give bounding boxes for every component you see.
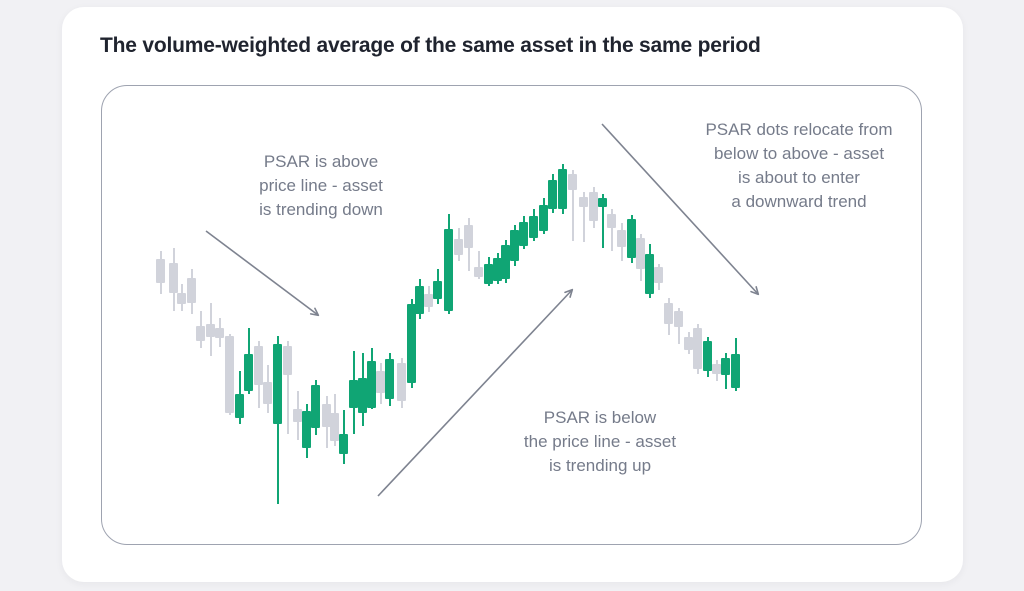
candle-body xyxy=(579,197,588,207)
candle-body xyxy=(302,411,311,448)
candle-wick xyxy=(478,251,480,279)
candle-body xyxy=(415,286,424,314)
candle-body xyxy=(674,311,683,327)
candle-body xyxy=(454,239,463,255)
annotation-line: the price line - asset xyxy=(523,432,677,451)
candle-body xyxy=(407,304,416,383)
candle-body xyxy=(529,216,538,238)
candle-body xyxy=(358,378,367,413)
candle-body xyxy=(548,180,557,209)
annotation-line: below to above - asset xyxy=(713,144,885,163)
candle-wick xyxy=(602,194,604,248)
annotation-line: PSAR is above xyxy=(263,152,379,171)
candle-body xyxy=(206,324,215,337)
page-title: The volume-weighted average of the same … xyxy=(100,34,761,57)
candle-body xyxy=(484,264,493,284)
candle-body xyxy=(349,380,358,408)
trend-arrow xyxy=(601,123,760,296)
candle-body xyxy=(558,169,567,209)
candle-body xyxy=(187,278,196,303)
candle-body xyxy=(539,205,548,231)
candle-body xyxy=(731,354,740,388)
annotation-line: PSAR is below xyxy=(543,408,657,427)
candle-body xyxy=(703,341,712,371)
candle-body xyxy=(225,336,234,413)
candle-body xyxy=(177,293,186,304)
candle-body xyxy=(654,267,663,283)
candle-body xyxy=(589,192,598,221)
candle-body xyxy=(293,409,302,422)
candle-body xyxy=(636,238,645,269)
candle-body xyxy=(263,382,272,404)
infographic-card: The volume-weighted average of the same … xyxy=(62,7,963,582)
chart-panel: PSAR is above price line - asset is trendi… xyxy=(101,85,922,545)
candle-wick xyxy=(572,170,574,241)
candle-body xyxy=(330,413,339,441)
annotation-line: a downward trend xyxy=(731,192,867,211)
candle-wick xyxy=(583,192,585,242)
candle-body xyxy=(617,230,626,247)
candle-body xyxy=(444,229,453,311)
candle-body xyxy=(244,354,253,391)
candle-body xyxy=(433,281,442,299)
candle-body xyxy=(235,394,244,418)
candle-wick xyxy=(287,341,289,434)
candle-body xyxy=(339,434,348,454)
candle-body xyxy=(254,346,263,385)
candle-body xyxy=(712,364,721,374)
candle-body xyxy=(311,385,320,428)
candle-body xyxy=(464,225,473,248)
candle-body xyxy=(519,222,528,246)
candle-wick xyxy=(611,209,613,251)
annotation-line: is trending down xyxy=(259,200,383,219)
candle-body xyxy=(283,346,292,375)
candle-body xyxy=(397,363,406,401)
candle-body xyxy=(598,198,607,207)
annotation-line: price line - asset xyxy=(259,176,383,195)
candle-body xyxy=(493,258,502,281)
candle-body xyxy=(273,344,282,424)
candle-body xyxy=(385,359,394,399)
candle-body xyxy=(474,267,483,277)
annotation-line: is about to enter xyxy=(738,168,860,187)
candle-body xyxy=(607,214,616,228)
candle-body xyxy=(684,337,693,350)
trend-arrow xyxy=(377,288,574,497)
trend-arrows-layer xyxy=(205,123,760,497)
candle-body xyxy=(424,294,433,307)
candle-body xyxy=(627,219,636,258)
candle-body xyxy=(501,245,510,279)
annotation-line: PSAR dots relocate from xyxy=(705,120,893,139)
candle-body xyxy=(664,303,673,324)
candlestick-chart xyxy=(102,86,923,546)
candle-body xyxy=(510,230,519,261)
candle-body xyxy=(645,254,654,294)
candle-body xyxy=(693,328,702,369)
trend-arrow xyxy=(205,230,320,317)
candle-body xyxy=(196,326,205,341)
annotation-psar-relocate: PSAR dots relocate from below to above - … xyxy=(705,118,892,214)
candle-body xyxy=(322,404,331,427)
candle-body xyxy=(568,174,577,190)
annotation-line: is trending up xyxy=(548,456,652,475)
candle-body xyxy=(367,361,376,408)
annotation-psar-above: PSAR is above price line - asset is trendi… xyxy=(259,150,383,222)
candle-body xyxy=(376,371,385,393)
candle-body xyxy=(215,328,224,338)
candle-body xyxy=(169,263,178,293)
annotation-psar-below: PSAR is below the price line - asset is tr… xyxy=(524,406,676,478)
candle-body xyxy=(156,259,165,283)
candle-body xyxy=(721,358,730,375)
